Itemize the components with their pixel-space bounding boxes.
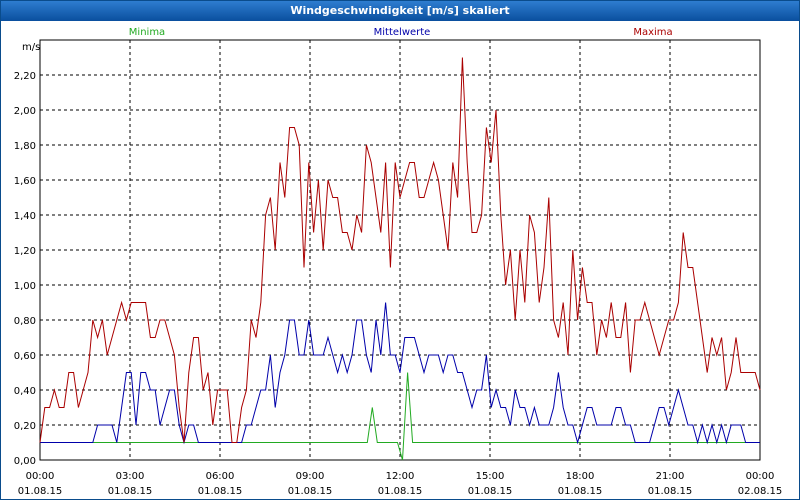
x-tick-date: 01.08.15 — [468, 486, 513, 497]
series-line-mittelwerte — [40, 302, 760, 445]
x-tick-time: 15:00 — [476, 471, 505, 482]
x-tick-date: 01.08.15 — [378, 486, 423, 497]
x-tick-date: 01.08.15 — [558, 486, 603, 497]
x-tick-time: 03:00 — [116, 471, 145, 482]
legend-minima: Minima — [129, 27, 165, 38]
x-tick-time: 09:00 — [296, 471, 325, 482]
y-tick-label: 0,00 — [14, 456, 36, 467]
x-tick-date: 02.08.15 — [738, 486, 783, 497]
y-tick-label: 2,00 — [14, 106, 36, 117]
legend-mittelwerte: Mittelwerte — [374, 27, 431, 38]
y-tick-labels: 0,00 0,20 0,40 0,60 0,80 1,00 1,20 1,40 1,60 1,80… — [14, 71, 36, 467]
x-tick-date: 01.08.15 — [18, 486, 63, 497]
y-tick-label: 0,60 — [14, 351, 36, 362]
x-tick-time: 00:00 — [746, 471, 775, 482]
y-tick-label: 1,00 — [14, 281, 36, 292]
y-tick-label: 2,20 — [14, 71, 36, 82]
series-lines — [39, 57, 761, 461]
x-tick-time: 18:00 — [566, 471, 595, 482]
y-axis-unit: m/s — [22, 42, 40, 53]
x-tick-time: 06:00 — [206, 471, 235, 482]
x-tick-date: 01.08.15 — [648, 486, 693, 497]
x-tick-labels: 00:00 01.08.15 03:00 01.08.15 06:00 01.08.15 0… — [18, 471, 783, 497]
x-tick-date: 01.08.15 — [198, 486, 243, 497]
x-tick-time: 21:00 — [656, 471, 685, 482]
y-tick-label: 1,60 — [14, 176, 36, 187]
x-tick-time: 12:00 — [386, 471, 415, 482]
legend-maxima: Maxima — [633, 27, 672, 38]
y-tick-label: 0,40 — [14, 386, 36, 397]
y-tick-label: 0,80 — [14, 316, 36, 327]
x-tick-date: 01.08.15 — [288, 486, 333, 497]
y-tick-label: 1,40 — [14, 211, 36, 222]
y-tick-label: 0,20 — [14, 421, 36, 432]
y-tick-label: 1,80 — [14, 141, 36, 152]
window-title: Windgeschwindigkeit [m/s] skaliert — [1, 1, 799, 21]
y-tick-label: 1,20 — [14, 246, 36, 257]
x-tick-time: 00:00 — [26, 471, 55, 482]
series-line-maxima — [39, 57, 761, 443]
x-tick-date: 01.08.15 — [108, 486, 153, 497]
